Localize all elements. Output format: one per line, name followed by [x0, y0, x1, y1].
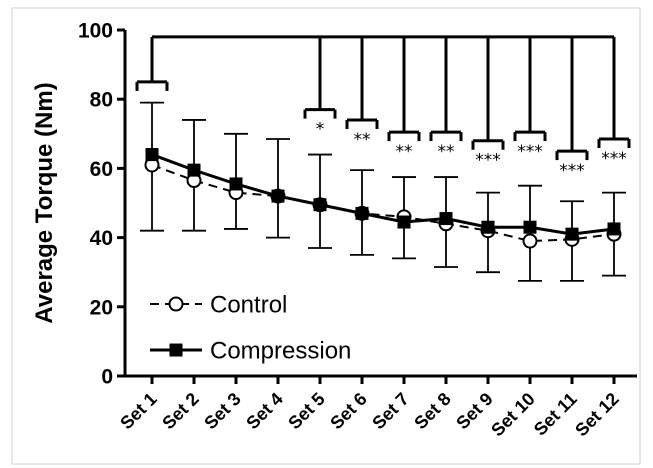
compression-point — [607, 222, 621, 236]
open-circle-dashed-line-icon — [168, 296, 184, 312]
significance-label: *** — [517, 142, 543, 162]
compression-point — [523, 220, 537, 234]
compression-point — [481, 220, 495, 234]
legend-entry: Control — [150, 292, 287, 319]
x-tick-label: Set 12 — [571, 389, 623, 441]
legend-label: Control — [210, 292, 287, 319]
significance-label: * — [316, 120, 325, 140]
y-tick-label: 100 — [78, 20, 113, 43]
series-lines — [151, 153, 615, 243]
y-tick-label: 40 — [90, 227, 113, 250]
compression-point — [271, 189, 285, 203]
x-tick-label: Set 3 — [200, 389, 245, 434]
compression-point — [313, 198, 327, 212]
significance-brackets: ***** ** *** ********* — [135, 35, 631, 181]
control-point — [522, 233, 538, 249]
x-tick-label: Set 11 — [530, 389, 581, 440]
legend-label: Compression — [210, 338, 351, 365]
significance-label: ** — [438, 142, 455, 162]
compression-point — [355, 206, 369, 220]
series-markers — [144, 148, 622, 249]
compression-point — [187, 163, 201, 177]
significance-label: *** — [559, 161, 585, 181]
compression-point — [145, 148, 159, 162]
figure-border — [11, 7, 641, 465]
y-tick-label: 0 — [101, 366, 113, 389]
axes — [123, 30, 637, 378]
x-tick-label: Set 5 — [284, 389, 329, 434]
significance-label: *** — [475, 151, 501, 171]
error-bars — [140, 101, 626, 282]
y-tick-label: 80 — [90, 89, 113, 112]
series-line-compression — [151, 153, 615, 236]
significance-label: ** — [396, 142, 413, 162]
y-axis-title: Average Torque (Nm) — [31, 82, 58, 323]
x-tick-label: Set 2 — [158, 389, 203, 434]
x-tick-label: Set 1 — [116, 389, 161, 434]
y-tick-label: 20 — [90, 296, 113, 319]
compression-point — [397, 215, 411, 229]
legend-entry: Compression — [150, 338, 351, 365]
x-tick-label: Set 8 — [410, 389, 455, 434]
y-tick-label: 60 — [90, 158, 113, 181]
x-tick-label: Set 6 — [326, 389, 371, 434]
legend: Control Compression — [150, 292, 351, 365]
compression-point — [229, 177, 243, 191]
significance-label: ** — [354, 130, 371, 150]
compression-point — [439, 212, 453, 226]
filled-square-solid-line-icon — [169, 343, 183, 357]
significance-label: *** — [601, 149, 627, 169]
y-ticks: 0 20 40 60 80 100 — [78, 20, 125, 389]
x-tick-label: Set 7 — [368, 389, 413, 434]
compression-point — [565, 227, 579, 241]
x-tick-label: Set 4 — [242, 389, 287, 434]
x-tick-label: Set 10 — [487, 389, 539, 441]
